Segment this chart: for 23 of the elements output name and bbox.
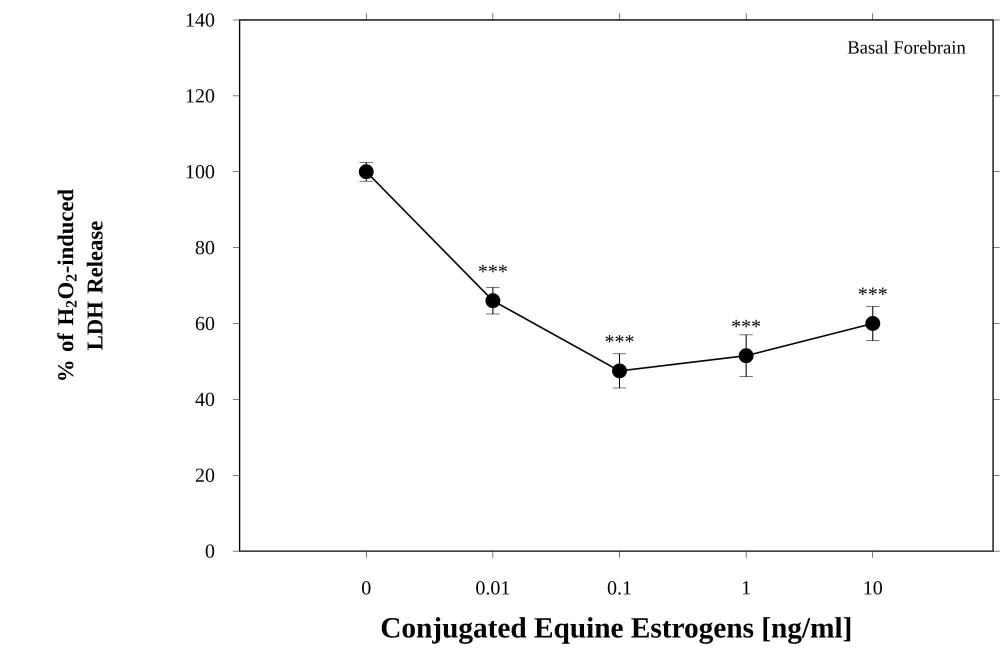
x-tick-label: 0 xyxy=(362,581,370,595)
y-tick-label: 140 xyxy=(186,13,214,27)
point xyxy=(612,363,627,378)
y-tick-label: 120 xyxy=(186,89,214,103)
x-tick-label: 1 xyxy=(742,581,750,594)
y-tick-label: 100 xyxy=(186,165,214,178)
annotation: Basal Forebrain xyxy=(848,40,966,54)
annotation: *** xyxy=(858,288,887,296)
x-tick-label: 0.01 xyxy=(476,581,510,595)
point xyxy=(738,348,754,364)
y-tick-label: 0 xyxy=(206,544,214,558)
y-tick-label: 20 xyxy=(196,468,214,482)
y-tick-label: 60 xyxy=(196,316,214,330)
annotation: *** xyxy=(478,264,507,272)
point xyxy=(865,316,880,331)
x-tick-label: 10 xyxy=(864,581,882,595)
x-tick-label: 0.1 xyxy=(608,581,631,595)
y-tick-label: 80 xyxy=(196,240,214,254)
annotation: *** xyxy=(732,320,760,328)
annotation: *** xyxy=(606,335,634,342)
x-axis-title: Conjugated Equine Estrogens [ng/ml] xyxy=(382,617,850,644)
point xyxy=(485,293,500,308)
y-tick-label: 40 xyxy=(195,392,214,406)
